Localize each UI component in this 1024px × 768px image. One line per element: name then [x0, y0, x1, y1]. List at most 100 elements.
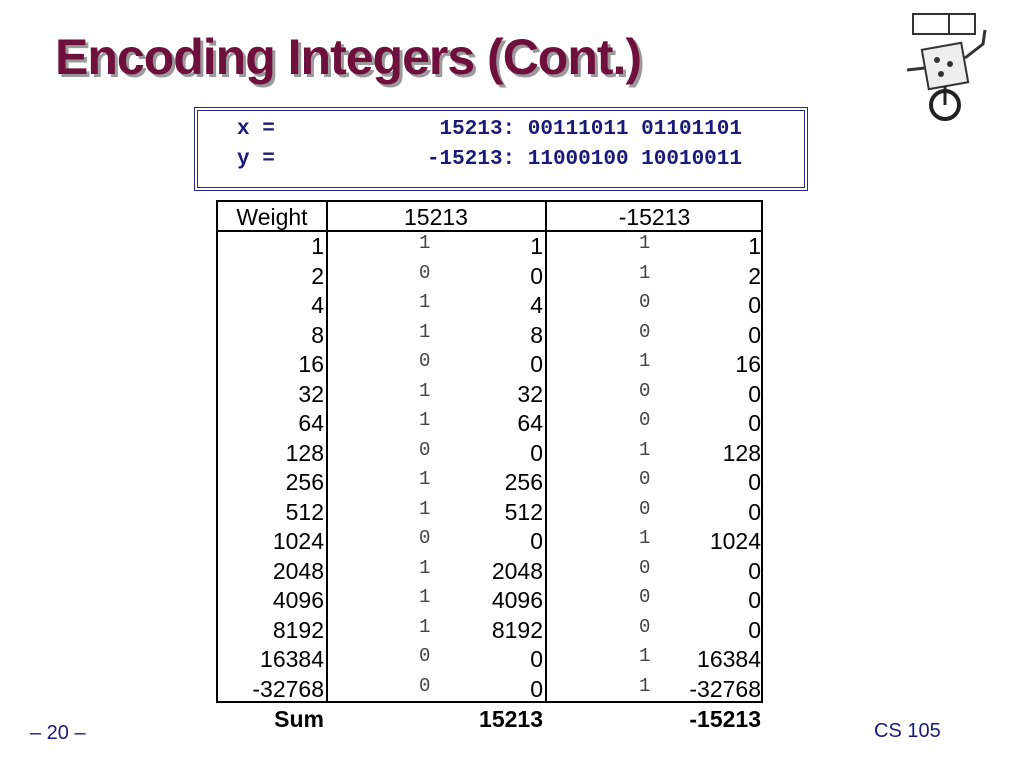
weight-cell: 256 [285, 469, 324, 495]
bit-cell: 0 [639, 409, 651, 431]
header-cell: Weight [236, 204, 308, 230]
code-box [194, 107, 808, 191]
weight-cell: 4 [311, 292, 324, 318]
weight-cell: 128 [285, 439, 324, 466]
sum-value: 15213 [479, 706, 543, 732]
value-cell: 512 [504, 498, 543, 525]
header-cell: 15213 [404, 204, 468, 230]
value-cell: 1 [748, 233, 761, 259]
value-cell: 0 [748, 321, 761, 348]
value-cell: 8192 [491, 616, 543, 643]
value-cell: 1 [530, 233, 543, 259]
header-cell: -15213 [618, 204, 691, 230]
value-cell: 0 [530, 439, 543, 466]
bit-cell: 0 [419, 261, 431, 284]
bit-cell: 0 [639, 379, 651, 402]
value-cell: 16 [735, 351, 761, 377]
value-cell: 0 [748, 616, 761, 643]
table: Weight 15213 -15213 1 1 1 1 1 2 0 0 1 2 4 1 4 0 0 8 1 8 0 0 16 0… [216, 200, 763, 703]
value-cell: 0 [530, 262, 543, 289]
bit-cell: 0 [419, 350, 431, 372]
bit-cell: 1 [639, 261, 651, 284]
bit-cell: 0 [639, 320, 651, 343]
value-cell: 4096 [491, 587, 543, 613]
weight-cell: 64 [298, 410, 324, 436]
column-divider [545, 202, 547, 701]
course-label: CS 105 [874, 720, 941, 742]
value-cell: 0 [748, 410, 761, 436]
bit-cell: 0 [639, 468, 651, 490]
header-divider [218, 230, 761, 232]
value-cell: 8 [530, 321, 543, 348]
value-cell: -32768 [689, 675, 761, 702]
bit-cell: 1 [419, 615, 431, 638]
weight-cell: 16 [298, 351, 324, 377]
bit-cell: 1 [639, 438, 651, 461]
weight-cell: 2 [311, 262, 324, 289]
value-cell: 0 [530, 646, 543, 672]
code-label: y = [237, 148, 275, 171]
value-cell: 2 [748, 262, 761, 289]
weight-cell: 1024 [272, 528, 324, 554]
bit-cell: 1 [639, 350, 651, 372]
bit-cell: 1 [419, 497, 431, 520]
bit-cell: 0 [419, 674, 431, 697]
bit-cell: 1 [419, 320, 431, 343]
bit-cell: 1 [419, 232, 431, 254]
bit-cell: 0 [419, 438, 431, 461]
weight-cell: 4096 [272, 587, 324, 613]
value-cell: 0 [748, 557, 761, 584]
value-cell: 4 [530, 292, 543, 318]
value-cell: 16384 [697, 646, 761, 672]
sum-label: Sum [274, 706, 324, 732]
code-value: 15213: 00111011 01101101 [439, 118, 742, 141]
page-number: – 20 – [30, 722, 86, 744]
bit-cell: 0 [639, 586, 651, 608]
value-cell: 1024 [709, 528, 761, 554]
bit-cell: 0 [419, 645, 431, 667]
bit-cell: 0 [639, 291, 651, 313]
weight-cell: 512 [285, 498, 324, 525]
value-cell: 64 [517, 410, 543, 436]
bit-cell: 1 [419, 468, 431, 490]
bit-cell: 1 [419, 586, 431, 608]
value-cell: 0 [530, 351, 543, 377]
code-label: x = [237, 118, 275, 141]
value-cell: 256 [504, 469, 543, 495]
bit-cell: 1 [639, 527, 651, 549]
weight-cell: 8192 [272, 616, 324, 643]
logo [906, 13, 987, 121]
bit-cell: 1 [419, 379, 431, 402]
bit-cell: 1 [419, 291, 431, 313]
weight-cell: 2048 [272, 557, 324, 584]
bit-cell: 0 [639, 615, 651, 638]
value-cell: 32 [517, 380, 543, 407]
slide-title: Encoding Integers (Cont.) [55, 29, 642, 85]
weight-cell: 32 [298, 380, 324, 407]
bit-cell: 1 [639, 674, 651, 697]
weight-cell: 16384 [260, 646, 324, 672]
value-cell: 0 [748, 380, 761, 407]
value-cell: 0 [748, 292, 761, 318]
weight-cell: 1 [311, 233, 324, 259]
value-cell: 0 [748, 498, 761, 525]
column-divider [326, 202, 328, 701]
bit-cell: 1 [639, 232, 651, 254]
weight-cell: 8 [311, 321, 324, 348]
value-cell: 2048 [491, 557, 543, 584]
value-cell: 0 [530, 675, 543, 702]
value-cell: 0 [748, 469, 761, 495]
value-cell: 128 [722, 439, 761, 466]
bit-cell: 1 [419, 409, 431, 431]
sum-value: -15213 [689, 706, 761, 732]
bit-cell: 1 [639, 645, 651, 667]
value-cell: 0 [530, 528, 543, 554]
bit-cell: 0 [639, 497, 651, 520]
bit-cell: 1 [419, 556, 431, 579]
bit-cell: 0 [419, 527, 431, 549]
value-cell: 0 [748, 587, 761, 613]
bit-cell: 0 [639, 556, 651, 579]
weight-cell: -32768 [252, 675, 324, 702]
code-value: -15213: 11000100 10010011 [426, 148, 742, 171]
